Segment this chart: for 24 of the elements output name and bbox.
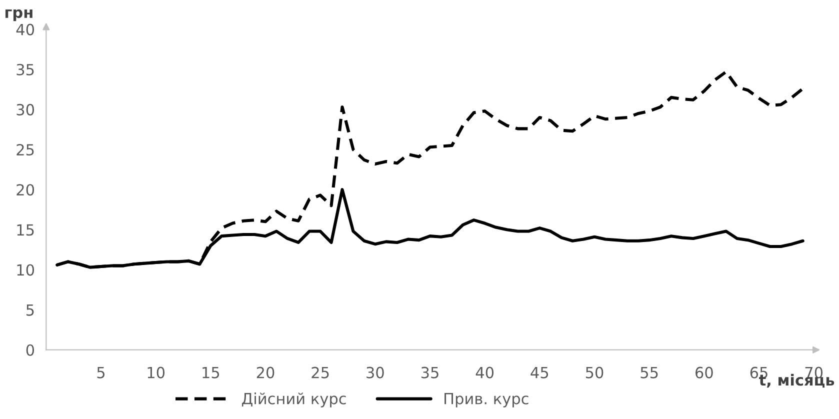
x-tick-label: 60 <box>696 366 713 378</box>
x-tick-label: 50 <box>586 366 604 378</box>
x-tick-label: 25 <box>312 366 329 378</box>
x-tick-label: 15 <box>202 367 220 378</box>
legend-label: Дійсний курс <box>242 392 346 408</box>
x-tick-label: 55 <box>640 367 658 378</box>
x-tick-label: 10 <box>148 366 165 378</box>
y-tick-label: 30 <box>16 104 34 116</box>
x-tick-label: 35 <box>421 366 438 378</box>
y-tick-label: 25 <box>16 144 34 156</box>
x-tick-label: 40 <box>476 366 494 378</box>
y-tick-label: 0 <box>26 344 34 356</box>
y-axis-title: грн <box>5 9 32 22</box>
x-tick-label: 45 <box>530 367 548 378</box>
x-tick-label: 20 <box>256 366 274 378</box>
x-tick-label: 5 <box>97 367 105 378</box>
y-tick-label: 20 <box>16 184 34 196</box>
y-tick-label: 10 <box>17 264 34 276</box>
legend-label: Прив. курс <box>444 393 528 408</box>
y-tick-label: 15 <box>17 224 34 236</box>
y-tick-label: 40 <box>16 24 34 36</box>
y-tick-label: 35 <box>16 64 34 76</box>
x-tick-label: 30 <box>366 366 384 378</box>
y-tick-label: 5 <box>26 304 34 316</box>
